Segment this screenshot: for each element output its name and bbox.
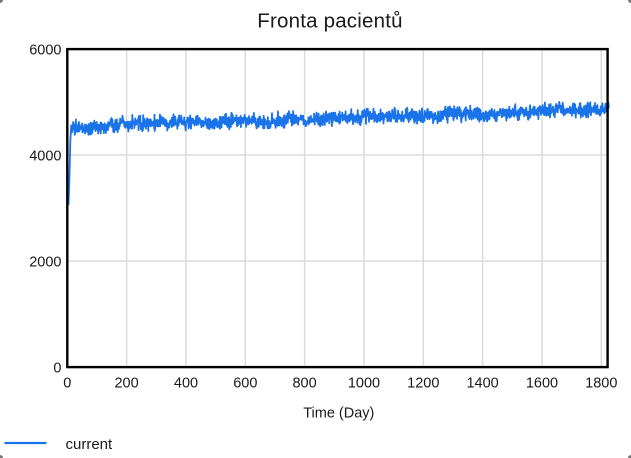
svg-text:200: 200	[114, 375, 138, 391]
svg-text:1600: 1600	[526, 375, 558, 391]
svg-text:1200: 1200	[407, 375, 439, 391]
svg-text:800: 800	[292, 375, 316, 391]
svg-text:6000: 6000	[29, 42, 61, 58]
svg-text:current: current	[66, 436, 114, 453]
svg-text:1000: 1000	[348, 375, 380, 391]
svg-text:2000: 2000	[29, 254, 61, 270]
svg-text:4000: 4000	[29, 148, 61, 164]
svg-text:1800: 1800	[585, 375, 617, 391]
svg-text:400: 400	[174, 375, 198, 391]
svg-text:0: 0	[53, 360, 61, 376]
svg-text:Time (Day): Time (Day)	[303, 406, 374, 422]
svg-text:0: 0	[63, 375, 71, 391]
svg-text:Fronta pacientů: Fronta pacientů	[257, 10, 402, 33]
svg-text:600: 600	[233, 375, 257, 391]
svg-text:1400: 1400	[466, 375, 498, 391]
